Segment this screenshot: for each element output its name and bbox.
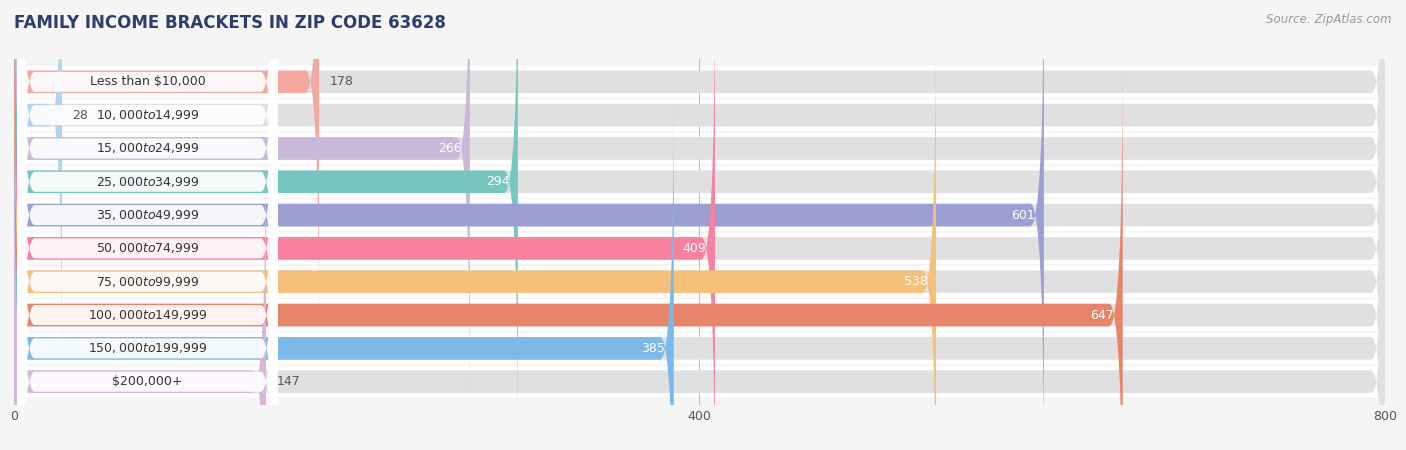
FancyBboxPatch shape <box>14 0 1385 450</box>
FancyBboxPatch shape <box>14 0 1385 337</box>
FancyBboxPatch shape <box>17 0 278 450</box>
FancyBboxPatch shape <box>14 0 1385 370</box>
Text: 385: 385 <box>641 342 665 355</box>
FancyBboxPatch shape <box>14 126 266 450</box>
FancyBboxPatch shape <box>14 27 1385 450</box>
FancyBboxPatch shape <box>14 0 1385 404</box>
Text: 601: 601 <box>1011 209 1035 221</box>
FancyBboxPatch shape <box>14 233 1385 264</box>
FancyBboxPatch shape <box>14 299 1385 331</box>
FancyBboxPatch shape <box>14 0 517 437</box>
Text: $15,000 to $24,999: $15,000 to $24,999 <box>96 141 200 155</box>
Text: $10,000 to $14,999: $10,000 to $14,999 <box>96 108 200 122</box>
FancyBboxPatch shape <box>14 0 1385 450</box>
FancyBboxPatch shape <box>17 0 278 450</box>
FancyBboxPatch shape <box>14 0 319 337</box>
FancyBboxPatch shape <box>14 333 1385 364</box>
Text: $50,000 to $74,999: $50,000 to $74,999 <box>96 241 200 256</box>
Text: 28: 28 <box>72 108 89 122</box>
FancyBboxPatch shape <box>17 0 278 450</box>
FancyBboxPatch shape <box>14 0 62 370</box>
FancyBboxPatch shape <box>14 0 470 404</box>
FancyBboxPatch shape <box>14 133 1385 164</box>
FancyBboxPatch shape <box>17 0 278 450</box>
FancyBboxPatch shape <box>14 27 936 450</box>
FancyBboxPatch shape <box>14 60 1385 450</box>
FancyBboxPatch shape <box>14 93 673 450</box>
Text: Less than $10,000: Less than $10,000 <box>90 75 205 88</box>
Text: 178: 178 <box>329 75 353 88</box>
FancyBboxPatch shape <box>17 0 278 450</box>
FancyBboxPatch shape <box>14 166 1385 198</box>
Text: $75,000 to $99,999: $75,000 to $99,999 <box>96 275 200 289</box>
Text: FAMILY INCOME BRACKETS IN ZIP CODE 63628: FAMILY INCOME BRACKETS IN ZIP CODE 63628 <box>14 14 446 32</box>
Text: 147: 147 <box>276 375 299 388</box>
Text: Source: ZipAtlas.com: Source: ZipAtlas.com <box>1267 14 1392 27</box>
FancyBboxPatch shape <box>17 0 278 405</box>
FancyBboxPatch shape <box>14 366 1385 397</box>
FancyBboxPatch shape <box>14 266 1385 297</box>
FancyBboxPatch shape <box>14 199 1385 231</box>
FancyBboxPatch shape <box>14 66 1385 98</box>
Text: $35,000 to $49,999: $35,000 to $49,999 <box>96 208 200 222</box>
Text: $150,000 to $199,999: $150,000 to $199,999 <box>89 342 208 356</box>
FancyBboxPatch shape <box>17 0 278 438</box>
FancyBboxPatch shape <box>17 58 278 450</box>
Text: $25,000 to $34,999: $25,000 to $34,999 <box>96 175 200 189</box>
Text: $100,000 to $149,999: $100,000 to $149,999 <box>89 308 208 322</box>
FancyBboxPatch shape <box>17 25 278 450</box>
Text: 294: 294 <box>485 175 509 188</box>
FancyBboxPatch shape <box>14 0 1043 450</box>
FancyBboxPatch shape <box>14 93 1385 450</box>
Text: 647: 647 <box>1091 309 1114 322</box>
Text: 266: 266 <box>437 142 461 155</box>
Text: $200,000+: $200,000+ <box>112 375 183 388</box>
Text: 538: 538 <box>904 275 928 288</box>
Text: 409: 409 <box>682 242 706 255</box>
FancyBboxPatch shape <box>14 0 1385 437</box>
FancyBboxPatch shape <box>14 0 714 450</box>
FancyBboxPatch shape <box>14 126 1385 450</box>
FancyBboxPatch shape <box>17 0 278 450</box>
FancyBboxPatch shape <box>14 60 1123 450</box>
FancyBboxPatch shape <box>14 99 1385 131</box>
